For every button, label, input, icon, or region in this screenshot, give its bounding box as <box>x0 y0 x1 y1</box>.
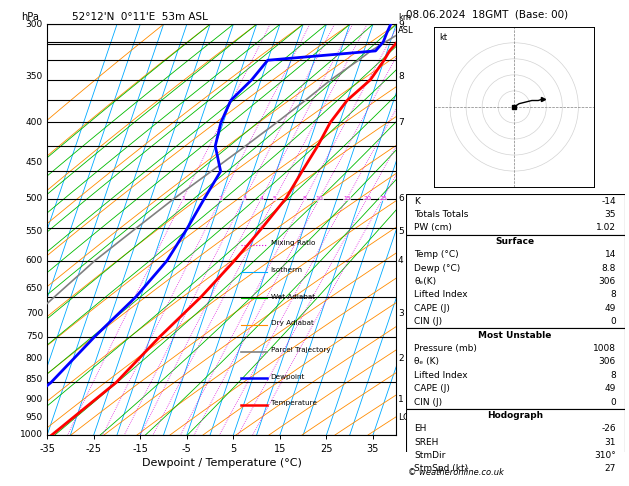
Text: 8.8: 8.8 <box>601 263 616 273</box>
Text: Isotherm: Isotherm <box>270 267 303 273</box>
Text: Lifted Index: Lifted Index <box>415 371 468 380</box>
Text: Dewp (°C): Dewp (°C) <box>415 263 460 273</box>
Text: 1.02: 1.02 <box>596 224 616 232</box>
Text: 08.06.2024  18GMT  (Base: 00): 08.06.2024 18GMT (Base: 00) <box>406 10 568 20</box>
Text: -14: -14 <box>601 197 616 206</box>
Text: StmDir: StmDir <box>415 451 446 460</box>
Text: 25: 25 <box>379 196 387 201</box>
Text: Hodograph: Hodograph <box>487 411 543 420</box>
Text: km: km <box>398 13 411 22</box>
Text: 750: 750 <box>26 332 43 341</box>
Text: 4: 4 <box>259 196 264 201</box>
Text: SREH: SREH <box>415 438 439 447</box>
Text: 306: 306 <box>599 277 616 286</box>
Text: 35: 35 <box>604 210 616 219</box>
Text: θₑ (K): θₑ (K) <box>415 357 440 366</box>
Text: 6: 6 <box>398 194 404 203</box>
Text: LCL: LCL <box>398 413 415 422</box>
Text: 52°12'N  0°11'E  53m ASL: 52°12'N 0°11'E 53m ASL <box>72 12 208 22</box>
Bar <box>406 409 625 476</box>
Text: CAPE (J): CAPE (J) <box>415 384 450 393</box>
Text: Surface: Surface <box>496 237 535 246</box>
Text: 49: 49 <box>604 384 616 393</box>
Text: 550: 550 <box>26 226 43 236</box>
Text: 800: 800 <box>26 354 43 364</box>
Text: 350: 350 <box>26 72 43 81</box>
Text: StmSpd (kt): StmSpd (kt) <box>415 465 469 473</box>
Text: ASL: ASL <box>398 26 414 35</box>
Text: 0: 0 <box>610 398 616 406</box>
Text: 850: 850 <box>26 375 43 384</box>
Text: Dry Adiabat: Dry Adiabat <box>270 320 313 326</box>
Text: 2: 2 <box>398 354 404 364</box>
Bar <box>406 235 625 329</box>
Text: hPa: hPa <box>21 12 39 22</box>
Text: 600: 600 <box>26 256 43 265</box>
Text: 8: 8 <box>610 290 616 299</box>
Text: 1: 1 <box>398 395 404 403</box>
Text: 450: 450 <box>26 158 43 167</box>
Text: 4: 4 <box>398 256 404 265</box>
Text: 3: 3 <box>242 196 246 201</box>
Text: 950: 950 <box>26 413 43 422</box>
Text: Mixing Ratio: Mixing Ratio <box>270 240 315 246</box>
Text: 310°: 310° <box>594 451 616 460</box>
Text: 306: 306 <box>599 357 616 366</box>
Text: Temperature: Temperature <box>270 400 316 406</box>
Text: 300: 300 <box>26 20 43 29</box>
Text: Dewpoint: Dewpoint <box>270 374 305 380</box>
Text: 8: 8 <box>303 196 307 201</box>
Bar <box>406 194 625 235</box>
Text: CIN (J): CIN (J) <box>415 317 443 326</box>
Text: 900: 900 <box>26 395 43 403</box>
Text: kt: kt <box>439 33 447 42</box>
Text: Lifted Index: Lifted Index <box>415 290 468 299</box>
Text: Totals Totals: Totals Totals <box>415 210 469 219</box>
Text: θₑ(K): θₑ(K) <box>415 277 437 286</box>
Text: 2: 2 <box>219 196 223 201</box>
Text: 9: 9 <box>398 20 404 29</box>
Text: 1008: 1008 <box>593 344 616 353</box>
Text: 8: 8 <box>398 72 404 81</box>
Text: Wet Adiabat: Wet Adiabat <box>270 294 314 299</box>
Bar <box>406 329 625 409</box>
Text: PW (cm): PW (cm) <box>415 224 452 232</box>
Text: 5: 5 <box>273 196 277 201</box>
Text: 49: 49 <box>604 304 616 313</box>
Text: Temp (°C): Temp (°C) <box>415 250 459 259</box>
Text: K: K <box>415 197 420 206</box>
Text: 15: 15 <box>343 196 351 201</box>
Text: © weatheronline.co.uk: © weatheronline.co.uk <box>408 468 503 477</box>
Text: 700: 700 <box>26 309 43 318</box>
Text: CIN (J): CIN (J) <box>415 398 443 406</box>
Text: -26: -26 <box>601 424 616 434</box>
X-axis label: Dewpoint / Temperature (°C): Dewpoint / Temperature (°C) <box>142 458 302 468</box>
Text: 10: 10 <box>316 196 323 201</box>
Text: 650: 650 <box>26 283 43 293</box>
Text: 7: 7 <box>398 118 404 127</box>
Text: Parcel Trajectory: Parcel Trajectory <box>270 347 330 353</box>
Text: 1: 1 <box>181 196 185 201</box>
Text: Pressure (mb): Pressure (mb) <box>415 344 477 353</box>
Text: Most Unstable: Most Unstable <box>479 330 552 340</box>
Text: 1000: 1000 <box>20 431 43 439</box>
Text: 27: 27 <box>604 465 616 473</box>
Text: 400: 400 <box>26 118 43 127</box>
Text: CAPE (J): CAPE (J) <box>415 304 450 313</box>
Text: 8: 8 <box>610 371 616 380</box>
Text: 3: 3 <box>398 309 404 318</box>
Text: 31: 31 <box>604 438 616 447</box>
Text: EH: EH <box>415 424 427 434</box>
Text: 500: 500 <box>26 194 43 203</box>
Text: 5: 5 <box>398 226 404 236</box>
Text: 0: 0 <box>610 317 616 326</box>
Text: 14: 14 <box>604 250 616 259</box>
Text: Mixing Ratio (g/kg): Mixing Ratio (g/kg) <box>419 196 426 263</box>
Text: 20: 20 <box>363 196 371 201</box>
